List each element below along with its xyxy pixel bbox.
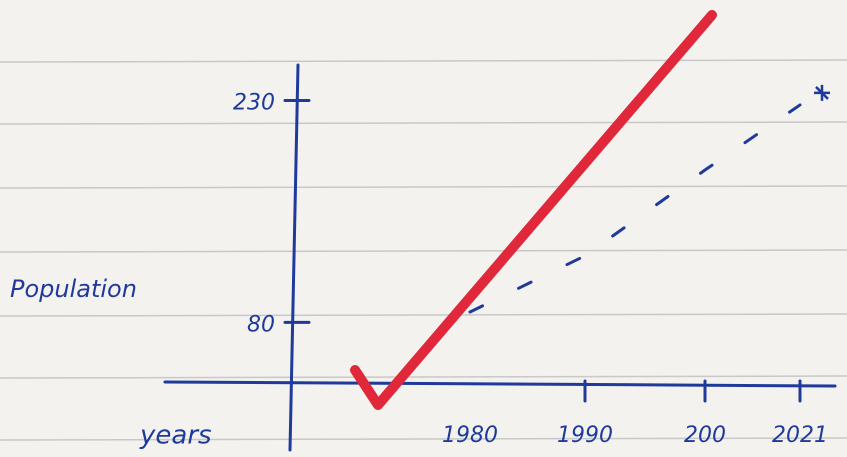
x-axis [163, 380, 837, 388]
data-line [468, 103, 802, 314]
y-axis [288, 63, 300, 452]
paper-line [0, 185, 847, 189]
end-star [814, 84, 830, 101]
paper-line [0, 313, 847, 317]
paper-line [0, 375, 847, 379]
y-axis-label: Population [10, 275, 137, 303]
x-tick-label: 200 [684, 423, 726, 448]
y-tick-label: 230 [233, 90, 275, 115]
x-tick-label: 1990 [557, 423, 613, 448]
plot: 80 230 1980 1990 200 2021 [233, 84, 830, 448]
paper-line [0, 59, 847, 63]
paper-line [0, 437, 847, 441]
x-tick-label: 1980 [442, 423, 498, 448]
paper-line [0, 121, 847, 125]
y-tick-label: 80 [247, 312, 275, 337]
x-axis-label: years [139, 421, 212, 451]
lined-paper [0, 59, 847, 441]
x-tick-label: 2021 [772, 423, 828, 448]
paper-line [0, 249, 847, 253]
check-mark [350, 10, 717, 410]
